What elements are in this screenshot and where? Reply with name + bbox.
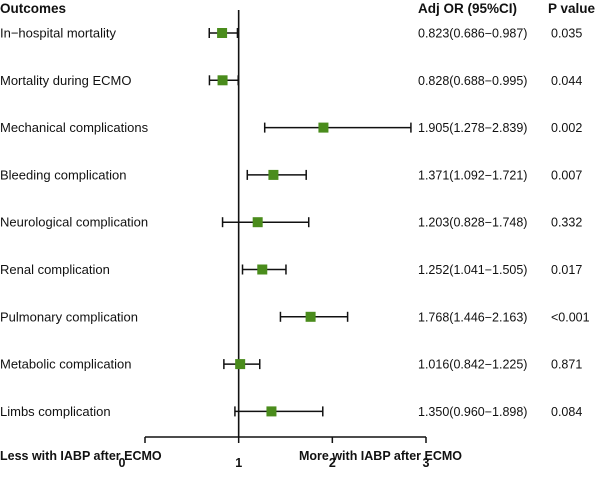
forest-row: Bleeding complication 1.371(1.092−1.721) 0… xyxy=(0,167,582,182)
forest-row: Mortality during ECMO 0.828(0.688−0.995) 0… xyxy=(0,73,582,88)
p-value: 0.044 xyxy=(551,74,582,88)
x-tick-label: 2 xyxy=(329,456,336,470)
header-adj-or: Adj OR (95%CI) xyxy=(418,1,517,16)
outcome-label: Mortality during ECMO xyxy=(0,73,131,88)
adj-or-value: 0.823(0.686−0.987) xyxy=(418,27,527,41)
adj-or-value: 0.828(0.688−0.995) xyxy=(418,74,527,88)
forest-row: Mechanical complications 1.905(1.278−2.83… xyxy=(0,120,582,135)
x-tick-label: 1 xyxy=(235,456,242,470)
forest-rows: In−hospital mortality 0.823(0.686−0.987) 0… xyxy=(0,26,590,419)
p-value: <0.001 xyxy=(551,310,590,324)
footer-left-label: Less with IABP after ECMO xyxy=(0,449,162,463)
p-value: 0.017 xyxy=(551,263,582,277)
forest-row: Renal complication 1.252(1.041−1.505) 0.01… xyxy=(0,262,582,277)
outcome-label: Renal complication xyxy=(0,262,110,277)
p-value: 0.035 xyxy=(551,27,582,41)
adj-or-value: 1.350(0.960−1.898) xyxy=(418,405,527,419)
outcome-label: Mechanical complications xyxy=(0,120,149,135)
odds-ratio-marker xyxy=(235,359,246,370)
outcome-label: Neurological complication xyxy=(0,215,148,230)
odds-ratio-marker xyxy=(268,169,279,180)
odds-ratio-marker xyxy=(217,75,228,86)
outcome-label: Metabolic complication xyxy=(0,357,132,372)
x-axis-ticks: 0 1 2 3 xyxy=(119,437,430,470)
adj-or-value: 1.016(0.842−1.225) xyxy=(418,358,527,372)
p-value: 0.002 xyxy=(551,121,582,135)
header-p-value: P value xyxy=(548,1,596,16)
odds-ratio-marker xyxy=(305,311,316,322)
outcome-label: Bleeding complication xyxy=(0,167,126,182)
forest-row: In−hospital mortality 0.823(0.686−0.987) 0… xyxy=(0,26,582,41)
outcome-label: In−hospital mortality xyxy=(0,26,116,41)
forest-row: Metabolic complication 1.016(0.842−1.225)… xyxy=(0,357,582,372)
outcome-label: Pulmonary complication xyxy=(0,309,138,324)
odds-ratio-marker xyxy=(318,122,329,133)
p-value: 0.084 xyxy=(551,405,582,419)
p-value: 0.007 xyxy=(551,168,582,182)
forest-row: Limbs complication 1.350(0.960−1.898) 0.08… xyxy=(0,404,582,419)
p-value: 0.871 xyxy=(551,358,582,372)
x-tick-label: 0 xyxy=(119,456,126,470)
p-value: 0.332 xyxy=(551,216,582,230)
odds-ratio-marker xyxy=(257,264,268,275)
forest-row: Neurological complication 1.203(0.828−1.7… xyxy=(0,215,582,230)
odds-ratio-marker xyxy=(217,28,228,38)
odds-ratio-marker xyxy=(266,406,277,417)
x-tick-label: 3 xyxy=(423,456,430,470)
adj-or-value: 1.768(1.446−2.163) xyxy=(418,310,527,324)
forest-row: Pulmonary complication 1.768(1.446−2.163)… xyxy=(0,309,590,324)
header-outcomes: Outcomes xyxy=(0,1,66,16)
footer-right-label: More with IABP after ECMO xyxy=(299,449,462,463)
outcome-label: Limbs complication xyxy=(0,404,111,419)
adj-or-value: 1.371(1.092−1.721) xyxy=(418,168,527,182)
adj-or-value: 1.252(1.041−1.505) xyxy=(418,263,527,277)
adj-or-value: 1.905(1.278−2.839) xyxy=(418,121,527,135)
adj-or-value: 1.203(0.828−1.748) xyxy=(418,216,527,230)
odds-ratio-marker xyxy=(252,217,263,228)
